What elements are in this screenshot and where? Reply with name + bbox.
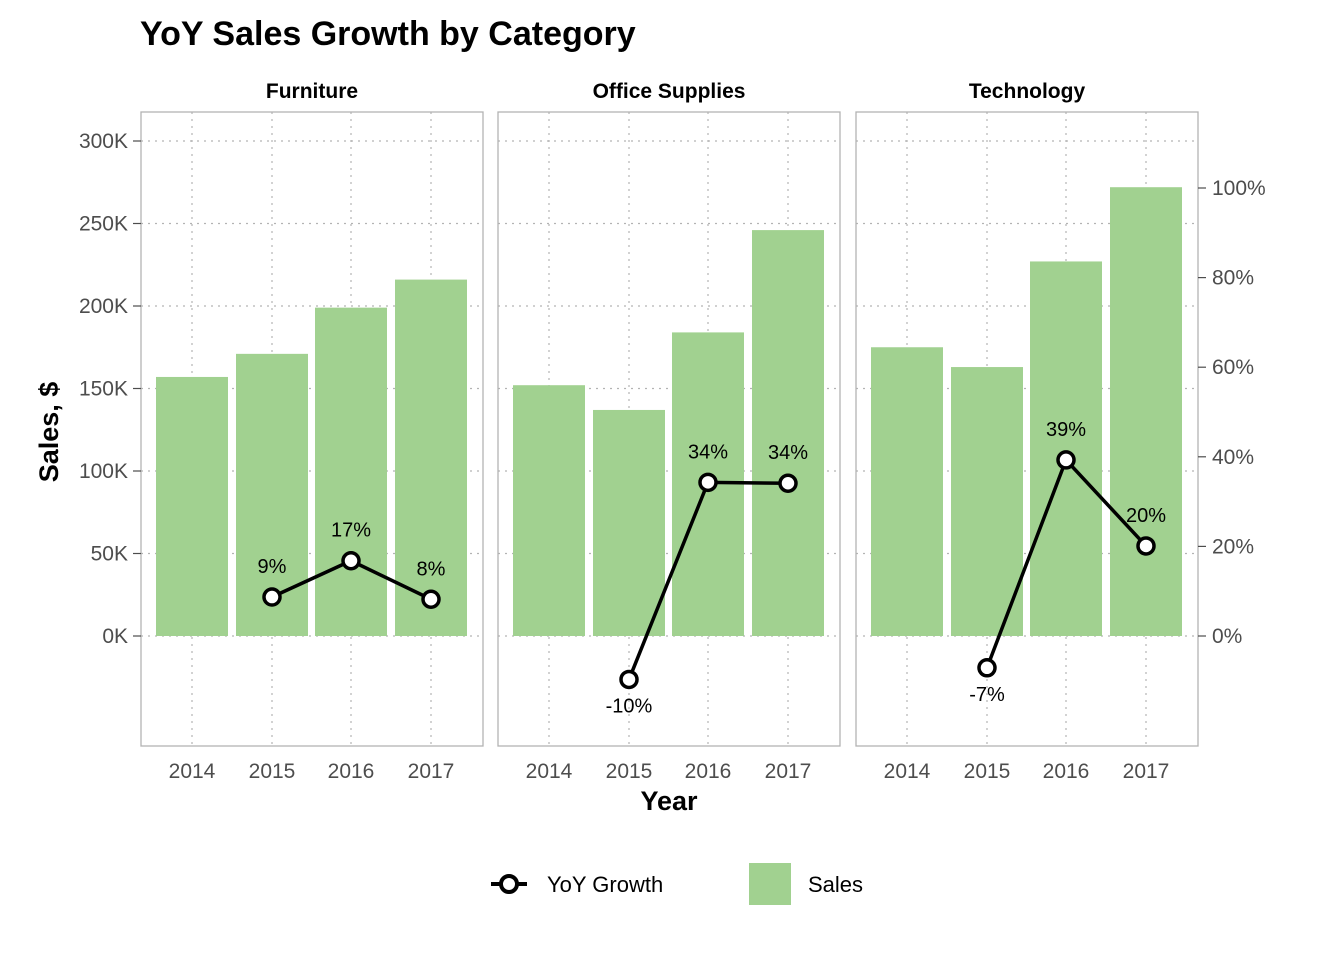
sales-bar <box>315 307 387 636</box>
x-axis-title: Year <box>640 786 698 816</box>
growth-point <box>977 658 997 678</box>
sales-bar <box>513 385 585 636</box>
x-tick-label: 2015 <box>249 760 296 783</box>
sales-bar <box>593 409 665 636</box>
growth-data-label: -7% <box>969 684 1005 706</box>
growth-point <box>778 473 798 493</box>
growth-data-label: 20% <box>1126 505 1166 527</box>
x-tick-label: 2014 <box>169 760 216 783</box>
y-axis-title: Sales, $ <box>34 382 64 483</box>
y-tick-label: 100K <box>79 460 128 483</box>
y-axis-left: 0K 50K 100K 150K 200K 250K 300K <box>79 130 141 648</box>
sales-bar <box>752 230 824 636</box>
x-tick-label: 2017 <box>408 760 455 783</box>
y-tick-label: 250K <box>79 213 128 236</box>
panel-office-supplies: Office Supplies -10% 34% 34% 2014 2015 2016 201… <box>497 80 841 783</box>
facet-title: Furniture <box>266 80 358 103</box>
y-tick-label: 150K <box>79 378 128 401</box>
growth-data-label: 39% <box>1046 419 1086 441</box>
growth-point <box>262 587 282 607</box>
chart-title: YoY Sales Growth by Category <box>140 15 636 53</box>
sales-bar <box>156 376 228 636</box>
sales-bar <box>1030 261 1102 636</box>
y2-tick-label: 0% <box>1212 625 1242 648</box>
sales-bar <box>1110 187 1182 636</box>
y-tick-label: 200K <box>79 295 128 318</box>
panel-furniture: Furniture 9% 17% 8% 2014 2015 2016 2017 <box>140 80 484 783</box>
x-tick-label: 2014 <box>526 760 573 783</box>
y2-tick-label: 40% <box>1212 446 1254 469</box>
sales-bar <box>871 347 943 636</box>
panel-technology: Technology -7% 39% 20% 2014 2015 2016 2017 <box>855 80 1199 783</box>
y2-tick-label: 100% <box>1212 177 1266 200</box>
facet-title: Office Supplies <box>593 80 746 103</box>
growth-point <box>1056 450 1076 470</box>
x-tick-label: 2016 <box>1043 760 1090 783</box>
y-tick-label: 300K <box>79 130 128 153</box>
y2-tick-label: 20% <box>1212 535 1254 558</box>
panel-border <box>855 111 1199 747</box>
x-tick-label: 2014 <box>884 760 931 783</box>
y-axis-right: 0% 20% 40% 60% 80% 100% <box>1198 177 1266 648</box>
facet-title: Technology <box>969 80 1086 103</box>
growth-point <box>421 589 441 610</box>
sales-bar <box>951 367 1023 636</box>
legend-growth-point-key <box>499 874 519 894</box>
growth-point <box>698 472 718 493</box>
y-tick-label: 50K <box>91 543 128 566</box>
legend-label-sales: Sales <box>808 872 863 897</box>
panel-border <box>140 111 484 747</box>
growth-data-label: 9% <box>258 556 287 578</box>
growth-point <box>619 669 639 690</box>
growth-data-label: 34% <box>688 441 728 463</box>
x-tick-label: 2016 <box>328 760 375 783</box>
y-tick-label: 0K <box>102 625 128 648</box>
sales-bar <box>395 279 467 636</box>
x-tick-label: 2015 <box>606 760 653 783</box>
y2-tick-label: 60% <box>1212 356 1254 379</box>
x-tick-label: 2016 <box>685 760 732 783</box>
x-tick-label: 2015 <box>964 760 1011 783</box>
growth-data-label: -10% <box>606 695 653 717</box>
panel-border <box>497 111 841 747</box>
growth-data-label: 34% <box>768 442 808 464</box>
y2-tick-label: 80% <box>1212 267 1254 290</box>
growth-data-label: 17% <box>331 520 371 542</box>
growth-point <box>1136 536 1156 556</box>
x-tick-label: 2017 <box>765 760 812 783</box>
growth-data-label: 8% <box>417 558 446 580</box>
growth-point <box>341 550 361 571</box>
legend: YoY Growth Sales <box>491 863 863 905</box>
legend-sales-bar-key <box>749 863 791 905</box>
legend-label-growth: YoY Growth <box>547 872 663 897</box>
x-tick-label: 2017 <box>1123 760 1170 783</box>
